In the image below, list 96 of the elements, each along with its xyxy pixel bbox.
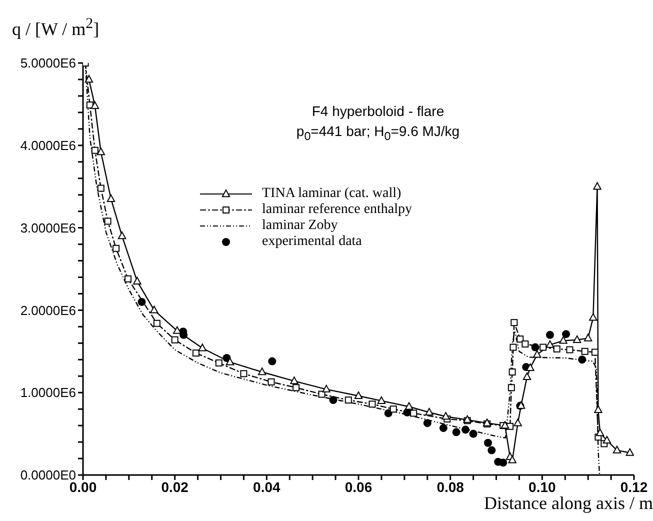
point [594, 405, 602, 414]
point [626, 448, 634, 456]
y-axis-title: q / [W / m$^{2}$] [12, 16, 100, 40]
y-tick-label: 5.0000E6 [20, 56, 76, 71]
point [500, 421, 510, 429]
point [133, 276, 142, 284]
point [268, 357, 276, 366]
point [106, 194, 116, 202]
point [322, 384, 330, 392]
point [522, 340, 529, 348]
point [390, 406, 397, 413]
point [171, 336, 178, 344]
y-tick-label: 4.0000E6 [20, 138, 76, 154]
point [90, 101, 100, 109]
point [258, 368, 266, 376]
point [508, 368, 516, 376]
point [124, 275, 132, 282]
point [452, 428, 460, 436]
y-tick-label: 1.0000E6 [20, 385, 76, 400]
point [268, 378, 275, 386]
point [572, 335, 582, 343]
point [566, 346, 574, 354]
point [97, 184, 104, 192]
legend-label: experimental data [262, 234, 362, 250]
point [368, 400, 376, 408]
point [591, 348, 598, 356]
point [91, 146, 98, 154]
point [602, 436, 612, 444]
point [318, 390, 326, 398]
point [290, 376, 298, 384]
x-tick-label: 0.08 [436, 478, 464, 495]
point [118, 232, 126, 240]
point [96, 147, 106, 156]
point [354, 391, 363, 399]
point [533, 350, 542, 358]
point [226, 358, 234, 366]
point [546, 340, 554, 348]
text: F4 hyperboloid - flare [310, 103, 446, 119]
point [546, 330, 554, 339]
point [240, 370, 248, 378]
text: p$_{0}$=441 bar; H$_{0}$=9.6 MJ/kg [295, 123, 461, 143]
x-tick-label: 0.02 [161, 478, 189, 495]
point [377, 396, 386, 404]
point [84, 74, 94, 83]
y-tick-label: 2.0000E6 [20, 302, 76, 318]
x-tick-label: 0.06 [344, 478, 372, 495]
point [461, 426, 470, 434]
point [593, 182, 602, 190]
x-tick-label: 0.04 [253, 478, 281, 495]
point [516, 336, 524, 343]
point [104, 218, 112, 225]
point [584, 334, 592, 342]
point [553, 345, 560, 352]
point [499, 458, 508, 467]
point [612, 446, 622, 454]
point [559, 336, 568, 344]
legend-label: laminar reference enthalpy [262, 202, 412, 218]
x-tick-label: 0.12 [620, 478, 648, 495]
point [488, 446, 496, 454]
point [510, 344, 517, 351]
point [510, 319, 518, 326]
point [581, 348, 588, 355]
point [150, 306, 158, 314]
x-axis-title: Distance along axis / m [484, 493, 653, 514]
point [514, 418, 522, 426]
point [423, 419, 432, 428]
point [138, 298, 146, 306]
point [578, 356, 586, 364]
point [425, 408, 434, 416]
point [410, 410, 418, 417]
point [589, 313, 598, 321]
point [198, 344, 206, 352]
legend-label: laminar Zoby [262, 218, 338, 234]
point [329, 396, 338, 404]
point [596, 428, 604, 436]
point [469, 430, 478, 438]
point [522, 372, 532, 380]
x-tick-label: 0.10 [528, 478, 556, 495]
point [531, 343, 540, 352]
point [508, 456, 516, 464]
point [508, 384, 515, 392]
point [292, 384, 300, 392]
point [540, 344, 547, 351]
point [439, 424, 448, 432]
legend-label: TINA laminar (cat. wall) [262, 186, 402, 202]
point [526, 363, 534, 371]
point [112, 244, 120, 252]
point [562, 330, 570, 338]
point [344, 396, 352, 404]
point [153, 320, 160, 327]
point [484, 438, 492, 447]
point [215, 359, 222, 366]
point [442, 412, 450, 420]
point [404, 402, 414, 410]
point [192, 350, 200, 357]
y-tick-label: 3.0000E6 [20, 220, 76, 236]
